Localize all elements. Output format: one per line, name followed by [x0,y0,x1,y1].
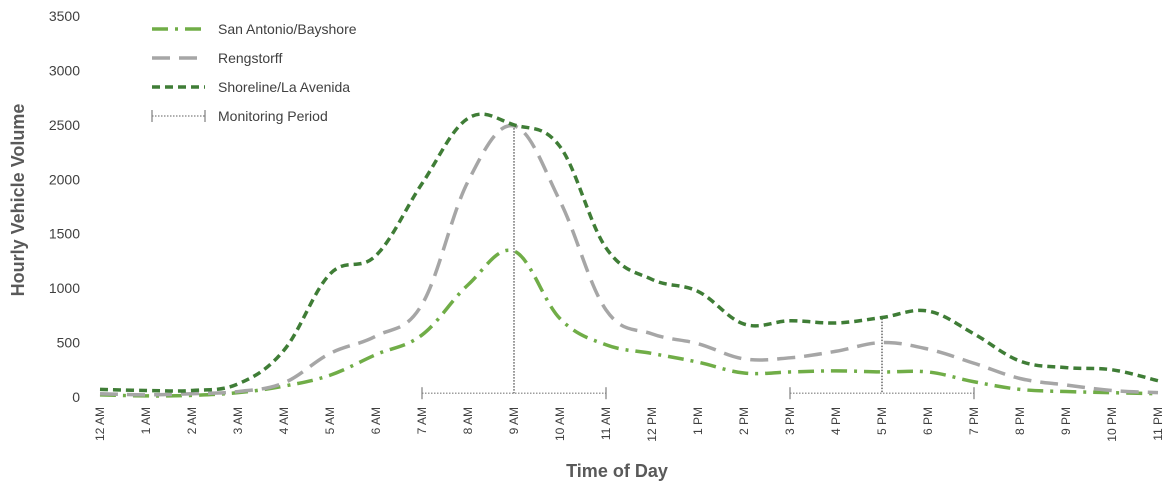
x-tick-label: 4 PM [829,407,843,435]
x-tick-label: 7 AM [415,407,429,434]
x-tick-label: 2 AM [185,407,199,434]
monitoring-period [421,128,607,400]
x-tick-label: 8 AM [461,407,475,434]
y-axis-ticks: 0 500 1000 1500 2000 2500 3000 3500 [49,8,80,405]
x-tick-label: 4 AM [277,407,291,434]
legend-label: San Antonio/Bayshore [218,21,357,37]
x-tick-label: 10 AM [553,407,567,441]
x-tick-label: 6 PM [921,407,935,435]
x-tick-label: 12 AM [93,407,107,441]
series-line-shoreline-la-avenida [99,112,1159,393]
x-tick-label: 1 AM [139,407,153,434]
monitoring-period [789,318,975,400]
x-tick-label: 3 PM [783,407,797,435]
y-tick-label: 2500 [49,117,80,133]
series-lines [99,112,1159,398]
x-tick-label: 8 PM [1013,407,1027,435]
x-tick-label: 9 PM [1059,407,1073,435]
x-tick-label: 12 PM [645,407,659,442]
x-tick-label: 11 PM [1151,407,1164,441]
legend-item-monitoring-period: Monitoring Period [151,108,328,124]
x-tick-label: 2 PM [737,407,751,435]
y-tick-label: 0 [72,389,80,405]
legend-label: Shoreline/La Avenida [218,79,350,95]
legend-item: San Antonio/Bayshore [152,21,357,37]
x-tick-label: 5 PM [875,407,889,435]
series-line-rengstorff [99,124,1159,397]
y-tick-label: 1000 [49,280,80,296]
x-tick-label: 5 AM [323,407,337,434]
legend-label: Monitoring Period [218,108,328,124]
y-tick-label: 2000 [49,171,80,187]
y-axis-title: Hourly Vehicle Volume [8,104,28,297]
x-tick-label: 10 PM [1105,407,1119,442]
x-tick-label: 11 AM [599,407,613,440]
x-axis-title: Time of Day [566,461,668,481]
y-tick-label: 3000 [49,62,80,78]
x-tick-label: 9 AM [507,407,521,434]
y-tick-label: 500 [57,335,81,351]
legend-item: Shoreline/La Avenida [152,79,350,95]
x-axis-ticks: 12 AM 1 AM 2 AM 3 AM 4 AM 5 AM 6 AM 7 AM 8 AM 9 A… [93,407,1164,442]
x-tick-label: 7 PM [967,407,981,435]
y-tick-label: 1500 [49,226,80,242]
y-tick-label: 3500 [49,8,80,24]
legend-item: Rengstorff [152,50,282,66]
series-line-san-antonio-bayshore [99,248,1159,398]
legend-label: Rengstorff [218,50,282,66]
x-tick-label: 6 AM [369,407,383,434]
legend: San Antonio/Bayshore Rengstorff Shoreline/… [151,21,357,124]
x-tick-label: 1 PM [691,407,705,435]
monitoring-periods [421,128,975,400]
x-tick-label: 3 AM [231,407,245,434]
